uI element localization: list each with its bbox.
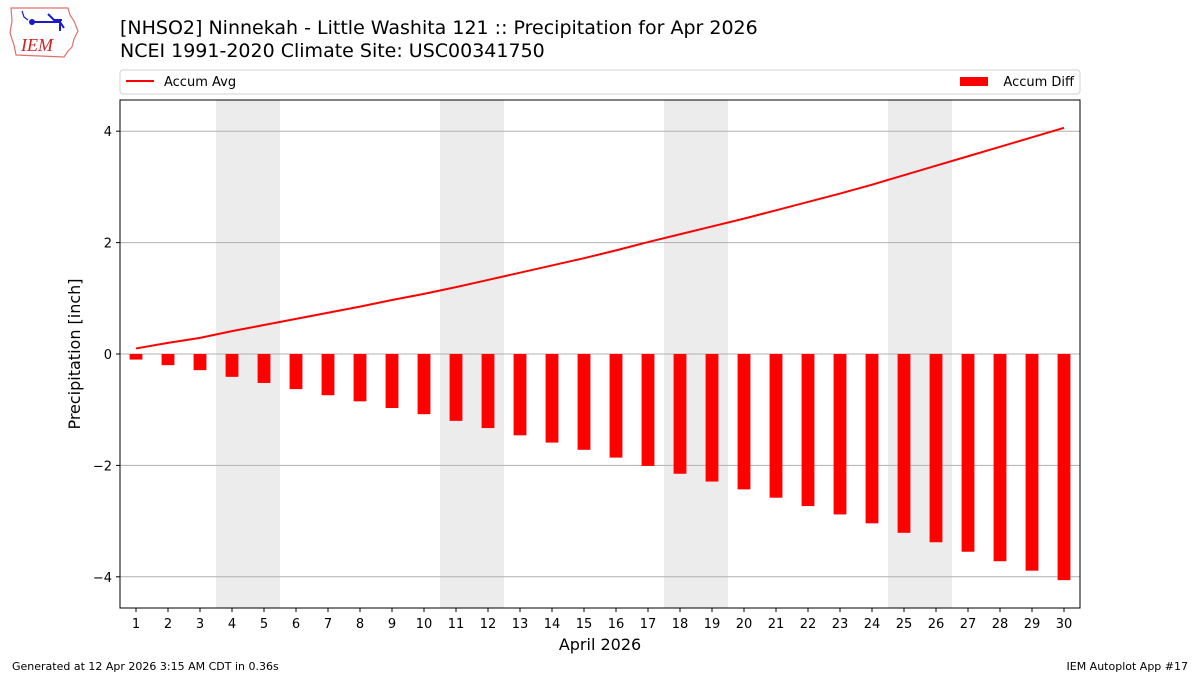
bar-accum-diff bbox=[161, 354, 175, 366]
line-accum-avg bbox=[135, 126, 1065, 350]
bar-accum-diff bbox=[769, 354, 783, 498]
bar-accum-diff bbox=[257, 354, 271, 383]
x-tick-label: 12 bbox=[480, 617, 497, 632]
x-tick-label: 4 bbox=[228, 617, 236, 632]
x-tick-label: 29 bbox=[1024, 617, 1041, 632]
x-tick-label: 28 bbox=[992, 617, 1009, 632]
bar-accum-diff bbox=[609, 354, 623, 458]
y-tick-label: 0 bbox=[104, 348, 112, 363]
bar-accum-diff bbox=[705, 354, 719, 482]
y-tick-label: 4 bbox=[104, 125, 112, 140]
x-tick-label: 15 bbox=[576, 617, 593, 632]
y-axis-label: Precipitation [inch] bbox=[65, 278, 84, 429]
x-tick-label: 26 bbox=[928, 617, 945, 632]
x-tick-label: 17 bbox=[640, 617, 657, 632]
x-tick-label: 10 bbox=[416, 617, 433, 632]
bar-accum-diff bbox=[929, 354, 943, 543]
x-tick-label: 5 bbox=[260, 617, 268, 632]
svg-text:IEM: IEM bbox=[20, 35, 54, 55]
legend-box bbox=[119, 69, 1081, 95]
footer-generated: Generated at 12 Apr 2026 3:15 AM CDT in … bbox=[12, 660, 279, 673]
bar-accum-diff bbox=[545, 354, 559, 443]
x-tick-label: 18 bbox=[672, 617, 689, 632]
x-tick-label: 14 bbox=[544, 617, 561, 632]
bar-accum-diff bbox=[417, 354, 431, 415]
bar-accum-diff bbox=[513, 354, 527, 436]
bar-accum-diff bbox=[641, 354, 655, 466]
plot-frame bbox=[119, 99, 1081, 609]
y-tick-label: −2 bbox=[93, 459, 112, 474]
x-tick-label: 23 bbox=[832, 617, 849, 632]
x-tick-label: 11 bbox=[448, 617, 465, 632]
x-tick-label: 20 bbox=[736, 617, 753, 632]
x-tick-label: 13 bbox=[512, 617, 529, 632]
bar-accum-diff bbox=[449, 354, 463, 421]
x-tick-label: 21 bbox=[768, 617, 785, 632]
chart-subtitle: NCEI 1991-2020 Climate Site: USC00341750 bbox=[120, 40, 545, 62]
bar-accum-diff bbox=[1057, 354, 1071, 581]
iem-logo: IEM bbox=[9, 7, 79, 58]
x-tick-label: 27 bbox=[960, 617, 977, 632]
x-tick-label: 1 bbox=[132, 617, 140, 632]
x-tick-label: 22 bbox=[800, 617, 817, 632]
bar-accum-diff bbox=[225, 354, 239, 377]
bar-accum-diff bbox=[961, 354, 975, 552]
bar-accum-diff bbox=[577, 354, 591, 450]
x-tick-label: 2 bbox=[164, 617, 172, 632]
x-tick-label: 6 bbox=[292, 617, 300, 632]
bar-accum-diff bbox=[1025, 354, 1039, 571]
x-tick-label: 24 bbox=[864, 617, 881, 632]
bar-accum-diff bbox=[673, 354, 687, 474]
x-tick-label: 3 bbox=[196, 617, 204, 632]
bar-accum-diff bbox=[833, 354, 847, 515]
bar-accum-diff bbox=[865, 354, 879, 524]
footer-app: IEM Autoplot App #17 bbox=[1066, 660, 1189, 673]
x-tick-label: 16 bbox=[608, 617, 625, 632]
y-tick-label: 2 bbox=[104, 237, 112, 252]
x-tick-label: 9 bbox=[388, 617, 396, 632]
legend-label-accum-diff: Accum Diff bbox=[1003, 75, 1075, 90]
chart-title: [NHSO2] Ninnekah - Little Washita 121 ::… bbox=[120, 17, 758, 39]
bar-accum-diff bbox=[993, 354, 1007, 562]
x-tick-label: 30 bbox=[1056, 617, 1073, 632]
bar-accum-diff bbox=[129, 354, 143, 360]
x-tick-label: 8 bbox=[356, 617, 364, 632]
bar-accum-diff bbox=[193, 354, 207, 371]
legend-bar-swatch bbox=[960, 77, 988, 86]
bar-accum-diff bbox=[321, 354, 335, 396]
x-axis-label: April 2026 bbox=[559, 635, 641, 654]
y-tick-label: −4 bbox=[93, 571, 112, 586]
legend-label-accum-avg: Accum Avg bbox=[164, 75, 236, 90]
x-tick-label: 7 bbox=[324, 617, 332, 632]
bar-accum-diff bbox=[385, 354, 399, 409]
bar-accum-diff bbox=[481, 354, 495, 429]
x-tick-label: 19 bbox=[704, 617, 721, 632]
bar-accum-diff bbox=[289, 354, 303, 390]
bar-accum-diff bbox=[897, 354, 911, 533]
bar-accum-diff bbox=[353, 354, 367, 402]
bar-accum-diff bbox=[801, 354, 815, 507]
x-tick-label: 25 bbox=[896, 617, 913, 632]
bar-accum-diff bbox=[737, 354, 751, 490]
